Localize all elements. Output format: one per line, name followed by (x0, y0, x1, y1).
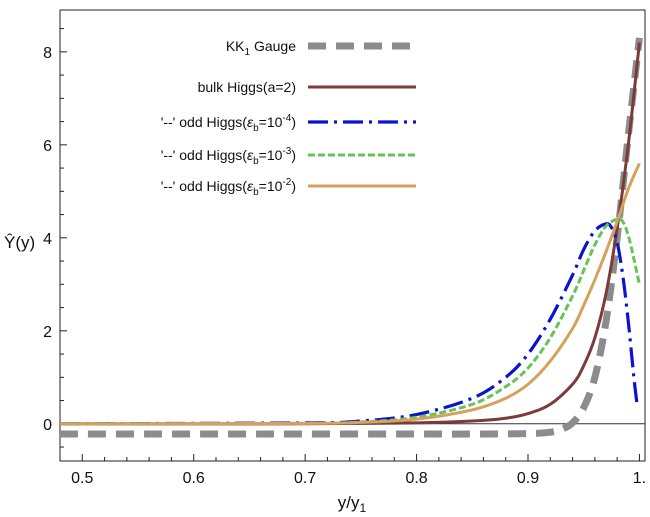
legend-label-4: '--' odd Higgs(εb=10-3) (161, 146, 296, 167)
plot-frame (59, 9, 646, 462)
series-line-2 (59, 42, 641, 426)
legend-label-1: KK1 Gauge (226, 38, 296, 58)
x-tick-label: 0.7 (294, 470, 316, 487)
series-line-3 (59, 222, 639, 426)
series-line-1 (60, 37, 643, 438)
y-tick-label: 4 (43, 231, 52, 248)
x-tick-label: 0.8 (405, 470, 427, 487)
x-axis-label-sub: 1 (360, 501, 367, 515)
legend-label-2: bulk Higgs(a=2) (198, 79, 296, 95)
y-tick-label: 0 (43, 417, 52, 434)
axis-ticks: 0.5 0.6 0.7 0.8 0.9 1. 0 2 4 6 8 (43, 28, 646, 487)
legend-label-3: '--' odd Higgs(εb=10-4) (161, 113, 296, 134)
x-tick-label: 0.5 (71, 470, 93, 487)
series-line-4 (59, 217, 641, 426)
x-tick-label: 0.6 (183, 470, 205, 487)
legend-label-5: '--' odd Higgs(εb=10-2) (161, 177, 296, 198)
y-tick-label: 6 (43, 138, 52, 155)
series-group (59, 37, 643, 438)
x-axis-label-main: y/y (338, 493, 360, 512)
legend: KK1 Gauge bulk Higgs(a=2) '--' odd Higgs(ε… (161, 38, 416, 198)
y-axis-label: Ŷ(y) (4, 233, 35, 252)
y-tick-label: 2 (43, 324, 52, 341)
series-line-5 (59, 162, 641, 426)
y-tick-label: 8 (43, 45, 52, 62)
x-tick-label: 0.9 (517, 470, 539, 487)
x-tick-label: 1. (633, 470, 646, 487)
x-axis-label: y/y1 (338, 493, 367, 515)
